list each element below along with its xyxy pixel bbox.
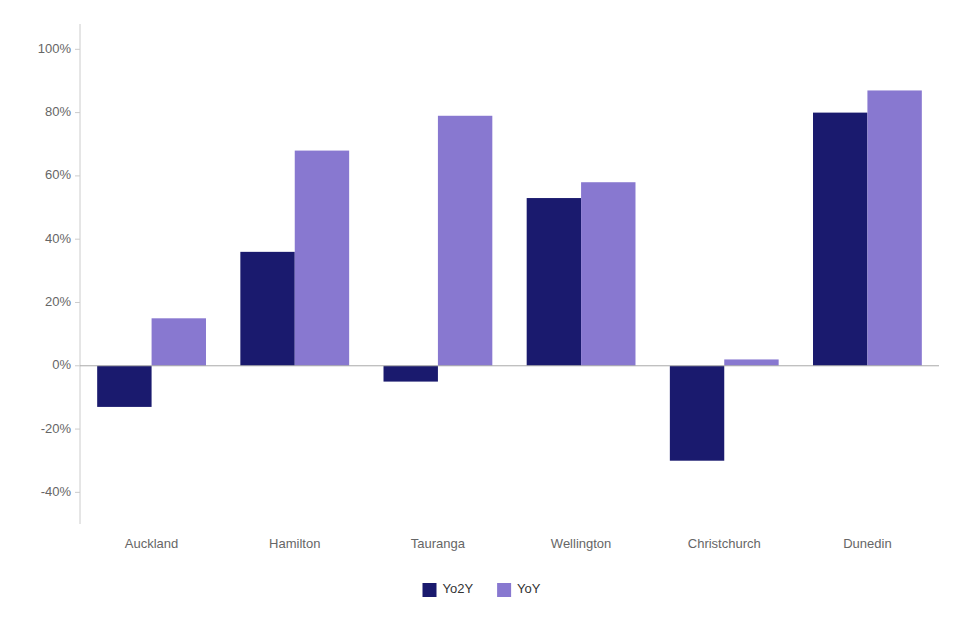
y-tick-label: 100% [38, 41, 72, 56]
y-tick-label: -40% [41, 484, 72, 499]
x-tick-label: Hamilton [269, 536, 320, 551]
x-tick-label: Wellington [551, 536, 611, 551]
zero-line [80, 365, 939, 366]
x-tick-label: Tauranga [411, 536, 466, 551]
y-tick-label: 0% [52, 357, 71, 372]
bar [527, 198, 581, 366]
bars [97, 90, 922, 460]
x-tick-label: Auckland [125, 536, 178, 551]
bar [152, 318, 206, 365]
y-tick [75, 365, 80, 366]
y-tick-label: 80% [45, 104, 71, 119]
bar [813, 113, 867, 366]
bar [295, 151, 349, 366]
y-ticks: -40% -20% 0% 20% 40% 60% 80% 100% [38, 41, 80, 499]
legend-item: Yo2Y [423, 581, 474, 597]
y-tick [75, 49, 80, 50]
bar [97, 366, 151, 407]
y-tick [75, 492, 80, 493]
y-tick-label: -20% [41, 421, 72, 436]
y-tick-label: 20% [45, 294, 71, 309]
bar [384, 366, 438, 382]
chart: -40% -20% 0% 20% 40% 60% 80% 100% Auckland Hamilt… [0, 0, 963, 620]
x-tick-label: Dunedin [843, 536, 891, 551]
y-tick [75, 302, 80, 303]
y-tick [75, 175, 80, 176]
y-tick-label: 60% [45, 167, 71, 182]
legend: Yo2Y YoY [423, 581, 541, 597]
legend-label: YoY [517, 581, 541, 596]
bar [670, 366, 724, 461]
y-tick [75, 429, 80, 430]
bar [724, 359, 778, 365]
chart-container: -40% -20% 0% 20% 40% 60% 80% 100% Auckland Hamilt… [0, 0, 963, 620]
x-ticks: Auckland Hamilton Tauranga Wellington Christ… [125, 536, 892, 551]
legend-swatch [423, 583, 437, 597]
y-tick-label: 40% [45, 231, 71, 246]
bar [867, 90, 921, 365]
y-tick [75, 112, 80, 113]
legend-item: YoY [497, 581, 541, 597]
legend-label: Yo2Y [443, 581, 474, 596]
bar [581, 182, 635, 366]
x-tick-label: Christchurch [688, 536, 761, 551]
bar [438, 116, 492, 366]
legend-swatch [497, 583, 511, 597]
bar [240, 252, 294, 366]
y-axis-line [80, 24, 81, 524]
y-tick [75, 239, 80, 240]
